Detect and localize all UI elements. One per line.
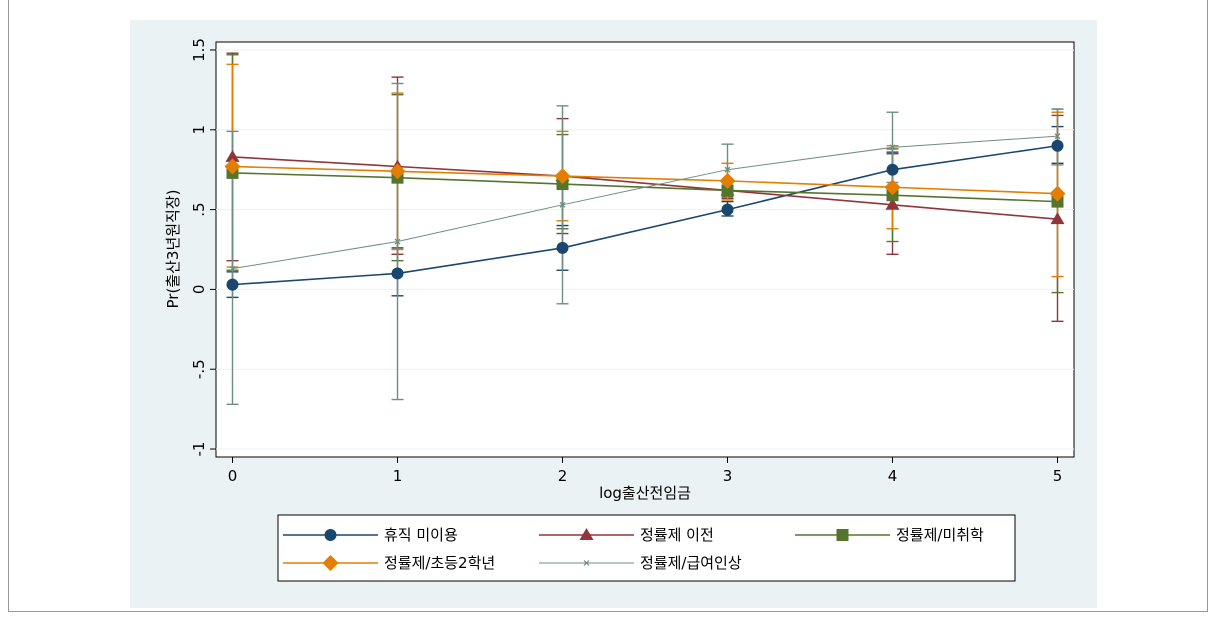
x-tick-label: 1	[393, 467, 403, 485]
marker-diamond	[224, 158, 241, 175]
marker-x	[559, 201, 566, 208]
x-tick-label: 0	[228, 467, 238, 485]
marker-diamond	[1049, 185, 1066, 202]
y-tick-label: -.5	[190, 359, 208, 379]
y-tick-label: 1.5	[190, 38, 208, 62]
plot-area	[215, 41, 1075, 458]
page-frame	[8, 0, 1208, 612]
series-line	[232, 165, 1058, 195]
series-line	[232, 156, 1058, 220]
marker-triangle	[1050, 212, 1065, 225]
y-tick-label: 1	[190, 125, 208, 135]
marker-diamond	[554, 168, 571, 185]
marker-triangle	[225, 149, 240, 162]
series-line	[232, 144, 1058, 286]
marker-triangle	[885, 197, 900, 210]
legend-label: 정률제/급여인상	[640, 554, 742, 572]
marker-triangle	[579, 528, 594, 540]
series-markers	[224, 133, 1066, 291]
y-tick-label: 0	[190, 285, 208, 295]
marker-x-stroke	[559, 201, 566, 208]
legend-label: 정률제/미취학	[896, 526, 984, 544]
y-tick-label: -1	[190, 442, 208, 457]
marker-x	[889, 144, 896, 151]
marker-x	[724, 166, 731, 173]
marker-square	[721, 184, 734, 197]
x-tick-labels: 0 1 2 3 4 5	[228, 467, 1063, 485]
x-tick-label: 2	[558, 467, 568, 485]
y-tick-labels: -1 -.5 0 .5 1 1.5	[190, 38, 208, 456]
marker-x-stroke	[724, 166, 731, 173]
legend-box	[277, 514, 1016, 582]
marker-diamond	[322, 555, 339, 571]
marker-diamond	[389, 163, 406, 180]
marker-x-stroke	[229, 265, 236, 272]
marker-x	[583, 560, 590, 566]
x-tick-label: 4	[888, 467, 898, 485]
marker-diamond	[884, 179, 901, 196]
y-tick-label: .5	[190, 202, 208, 216]
x-tick-label: 3	[723, 467, 733, 485]
legend-label: 정률제/초등2학년	[384, 554, 495, 572]
marker-circle	[324, 529, 337, 541]
marker-circle	[391, 267, 404, 280]
x-axis-title: log출산전임금	[599, 484, 691, 502]
marker-circle	[556, 241, 569, 254]
marker-circle	[721, 203, 734, 216]
legend-label: 정률제 이전	[640, 526, 714, 544]
series-line	[232, 135, 1058, 270]
marker-x	[1054, 133, 1061, 140]
marker-circle	[1051, 139, 1064, 152]
marker-x-stroke	[394, 238, 401, 245]
marker-x-stroke	[583, 560, 590, 566]
marker-square	[836, 529, 849, 541]
marker-diamond	[719, 172, 736, 189]
y-axis-title: Pr(출산3년원직장)	[164, 190, 182, 309]
series-lines	[232, 135, 1058, 286]
marker-circle	[226, 278, 239, 291]
legend-label: 휴직 미이용	[384, 526, 458, 544]
grid-lines	[216, 49, 1074, 450]
marker-x-stroke	[889, 144, 896, 151]
axes	[210, 49, 1058, 463]
x-tick-label: 5	[1053, 467, 1063, 485]
marker-x	[229, 265, 236, 272]
marker-x	[394, 238, 401, 245]
marker-circle	[886, 163, 899, 176]
marker-x-stroke	[1054, 133, 1061, 140]
